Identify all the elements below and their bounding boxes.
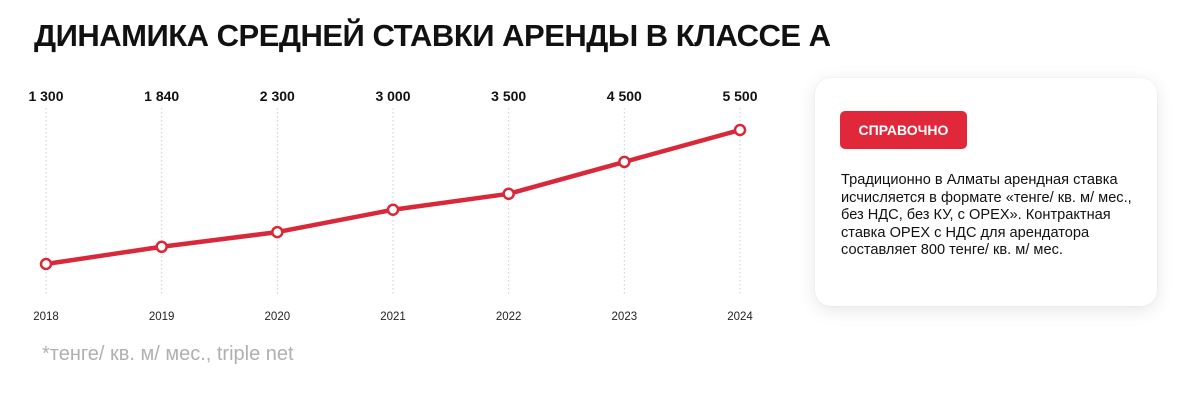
value-label: 1 840 (144, 88, 179, 104)
value-label: 1 300 (28, 88, 63, 104)
data-point (39, 257, 53, 271)
x-tick-label: 2024 (727, 311, 753, 323)
data-point (271, 225, 284, 239)
value-label: 3 500 (491, 88, 526, 104)
value-label: 4 500 (607, 88, 642, 104)
value-label: 2 300 (260, 88, 295, 104)
data-point (155, 240, 168, 254)
footnote: *тенге/ кв. м/ мес., triple net (42, 343, 294, 365)
data-point (386, 203, 400, 217)
x-tick-label: 2020 (265, 311, 291, 323)
value-label: 3 000 (375, 88, 410, 104)
data-point (618, 155, 631, 169)
x-tick-label: 2023 (612, 311, 638, 323)
value-label: 5 500 (722, 88, 757, 104)
chart-title: ДИНАМИКА СРЕДНЕЙ СТАВКИ АРЕНДЫ В КЛАССЕ … (34, 18, 831, 53)
line-chart: 1 300 1 840 2 300 3 000 3 500 4 500 5 500 2018 2… (28, 88, 757, 323)
reference-badge: СПРАВОЧНО (840, 111, 967, 149)
data-point (502, 187, 515, 201)
data-point (733, 123, 747, 137)
x-tick-label: 2018 (33, 311, 59, 323)
info-card: СПРАВОЧНО Традиционно в Алматы арендная … (815, 78, 1157, 306)
info-text: Традиционно в Алматы арендная ставка исч… (841, 172, 1132, 258)
x-tick-label: 2019 (149, 311, 175, 323)
x-tick-label: 2022 (496, 311, 522, 323)
x-tick-label: 2021 (380, 311, 406, 323)
